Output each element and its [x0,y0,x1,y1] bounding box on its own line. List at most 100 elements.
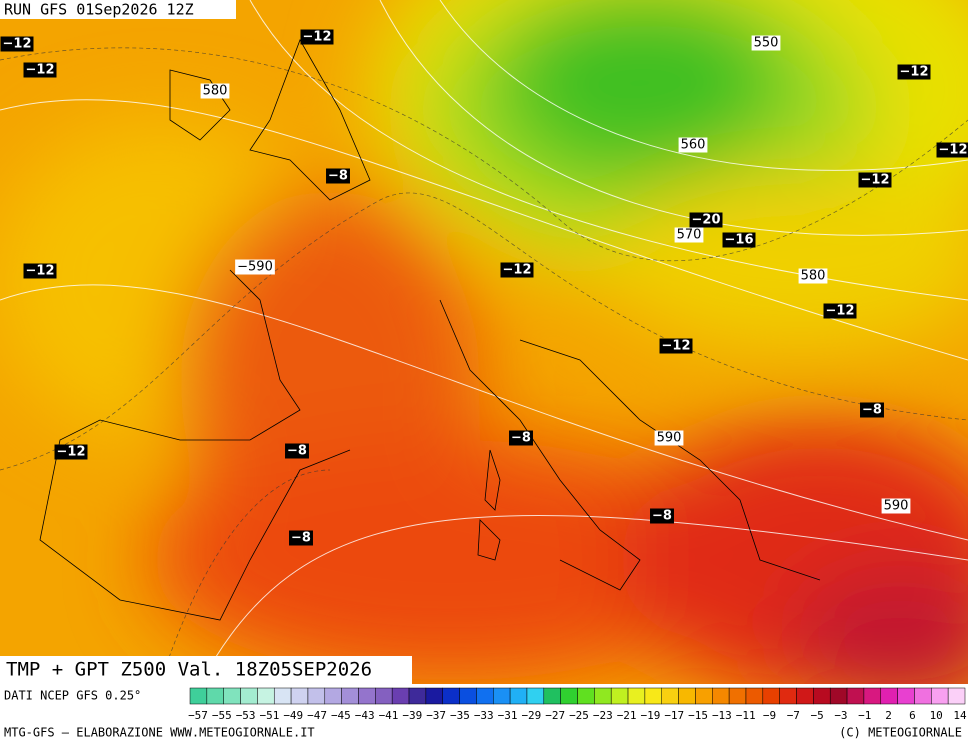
colorbar-label: −19 [641,709,661,722]
colorbar-swatch [695,687,713,705]
colorbar-swatch [627,687,646,705]
colorbar-label: −23 [593,709,613,722]
colorbar-label: −3 [834,709,847,722]
height-label-box [235,259,275,275]
temperature-label-box [897,64,931,80]
colorbar-label: −47 [307,709,327,722]
colorbar-swatch [914,687,932,705]
colorbar-swatch [290,687,309,705]
temperature-label-box [289,530,313,546]
colorbar-swatch [846,687,865,705]
temperature-label: −12 [57,445,86,460]
colorbar-label: −17 [664,709,684,722]
colorbar-label: −1 [858,709,871,722]
temperature-label-box [936,142,968,158]
colorbar-swatch [476,687,494,705]
colorbar-swatch [307,687,326,705]
colorbar-label: −5 [811,709,824,722]
colorbar-swatch [543,687,561,705]
temperature-label: −12 [3,37,32,52]
height-label: 580 [203,84,228,99]
height-label: 590 [657,431,682,446]
temperature-label-box [23,62,57,78]
colorbar-label: −31 [498,709,518,722]
temperature-label: −12 [503,263,532,278]
colorbar-swatch [594,687,612,705]
temperature-label-box [858,172,892,188]
temperature-label: −16 [725,233,754,248]
temperature-label-box [860,402,884,418]
temperature-label: −8 [287,444,307,459]
height-contours [0,0,968,685]
colorbar-label: 2 [885,709,892,722]
title-box [0,656,412,684]
temperature-label: −12 [861,173,890,188]
temperature-label-box [54,444,88,460]
colorbar-swatch [257,687,275,705]
height-label-box [654,430,684,446]
colorbar-label: −45 [331,709,351,722]
run-label: RUN GFS 01Sep2026 12Z [4,1,194,19]
colorbar-label: −9 [763,709,776,722]
colorbar-swatch [493,687,511,705]
colorbar-swatch [358,687,376,705]
colorbar-swatch [813,687,831,705]
height-label: 550 [754,36,779,51]
height-label: 560 [681,138,706,153]
coastlines [39,39,821,621]
colorbar-label: −33 [474,709,494,722]
temperature-label: −8 [291,531,311,546]
colorbar-label: −25 [569,709,589,722]
colorbar-swatch [509,687,528,705]
height-label: 570 [677,228,702,243]
copyright: (C) METEOGIORNALE [839,726,962,740]
colorbar-label: −41 [379,709,399,722]
colorbar-swatch [577,687,595,705]
colorbar-label: −13 [712,709,732,722]
temperature-label: −20 [692,213,721,228]
temperature-label: −8 [652,509,672,524]
colorbar-label: −35 [450,709,470,722]
temperature-label-box [285,443,309,459]
height-label-box [674,227,704,243]
run-label-box [0,0,236,19]
colorbar-label: −11 [736,709,756,722]
colorbar-swatch [779,687,797,705]
colorbar-swatch [425,687,443,705]
colorbar-swatch [745,687,764,705]
colorbar-swatch [678,687,696,705]
colorbar-swatch [189,687,208,705]
colorbar-label: −49 [283,709,303,722]
colorbar-label: 6 [909,709,916,722]
title: TMP + GPT Z500 Val. 18Z05SEP2026 [6,659,372,681]
colorbar-swatch [947,687,966,705]
colorbar-label: −39 [402,709,422,722]
colorbar-swatch [526,687,545,705]
temperature-label: −12 [900,65,929,80]
colorbar-label: −7 [787,709,800,722]
colorbar-swatch [931,687,949,705]
height-label-box [881,498,911,514]
colorbar-swatch [897,687,915,705]
colorbar-label: −29 [521,709,541,722]
temperature-label: −8 [862,403,882,418]
height-label: 580 [801,269,826,284]
height-label: −590 [237,260,273,275]
colorbar-swatch [762,687,780,705]
colorbar-label: −53 [236,709,256,722]
colorbar-swatch [341,687,359,705]
colorbar-swatch [375,687,393,705]
temperature-label-box [300,29,334,45]
temperature-label-box [326,168,350,184]
temperature-label-box [659,338,693,354]
colorbar-swatch [408,687,427,705]
colorbar-swatch [829,687,848,705]
temperature-label: −12 [939,143,968,158]
colorbar-swatch [661,687,679,705]
temperature-label-box [509,430,533,446]
colorbar-label: 10 [930,709,943,722]
colorbar-swatch [442,687,460,705]
colorbar-swatch [240,687,258,705]
